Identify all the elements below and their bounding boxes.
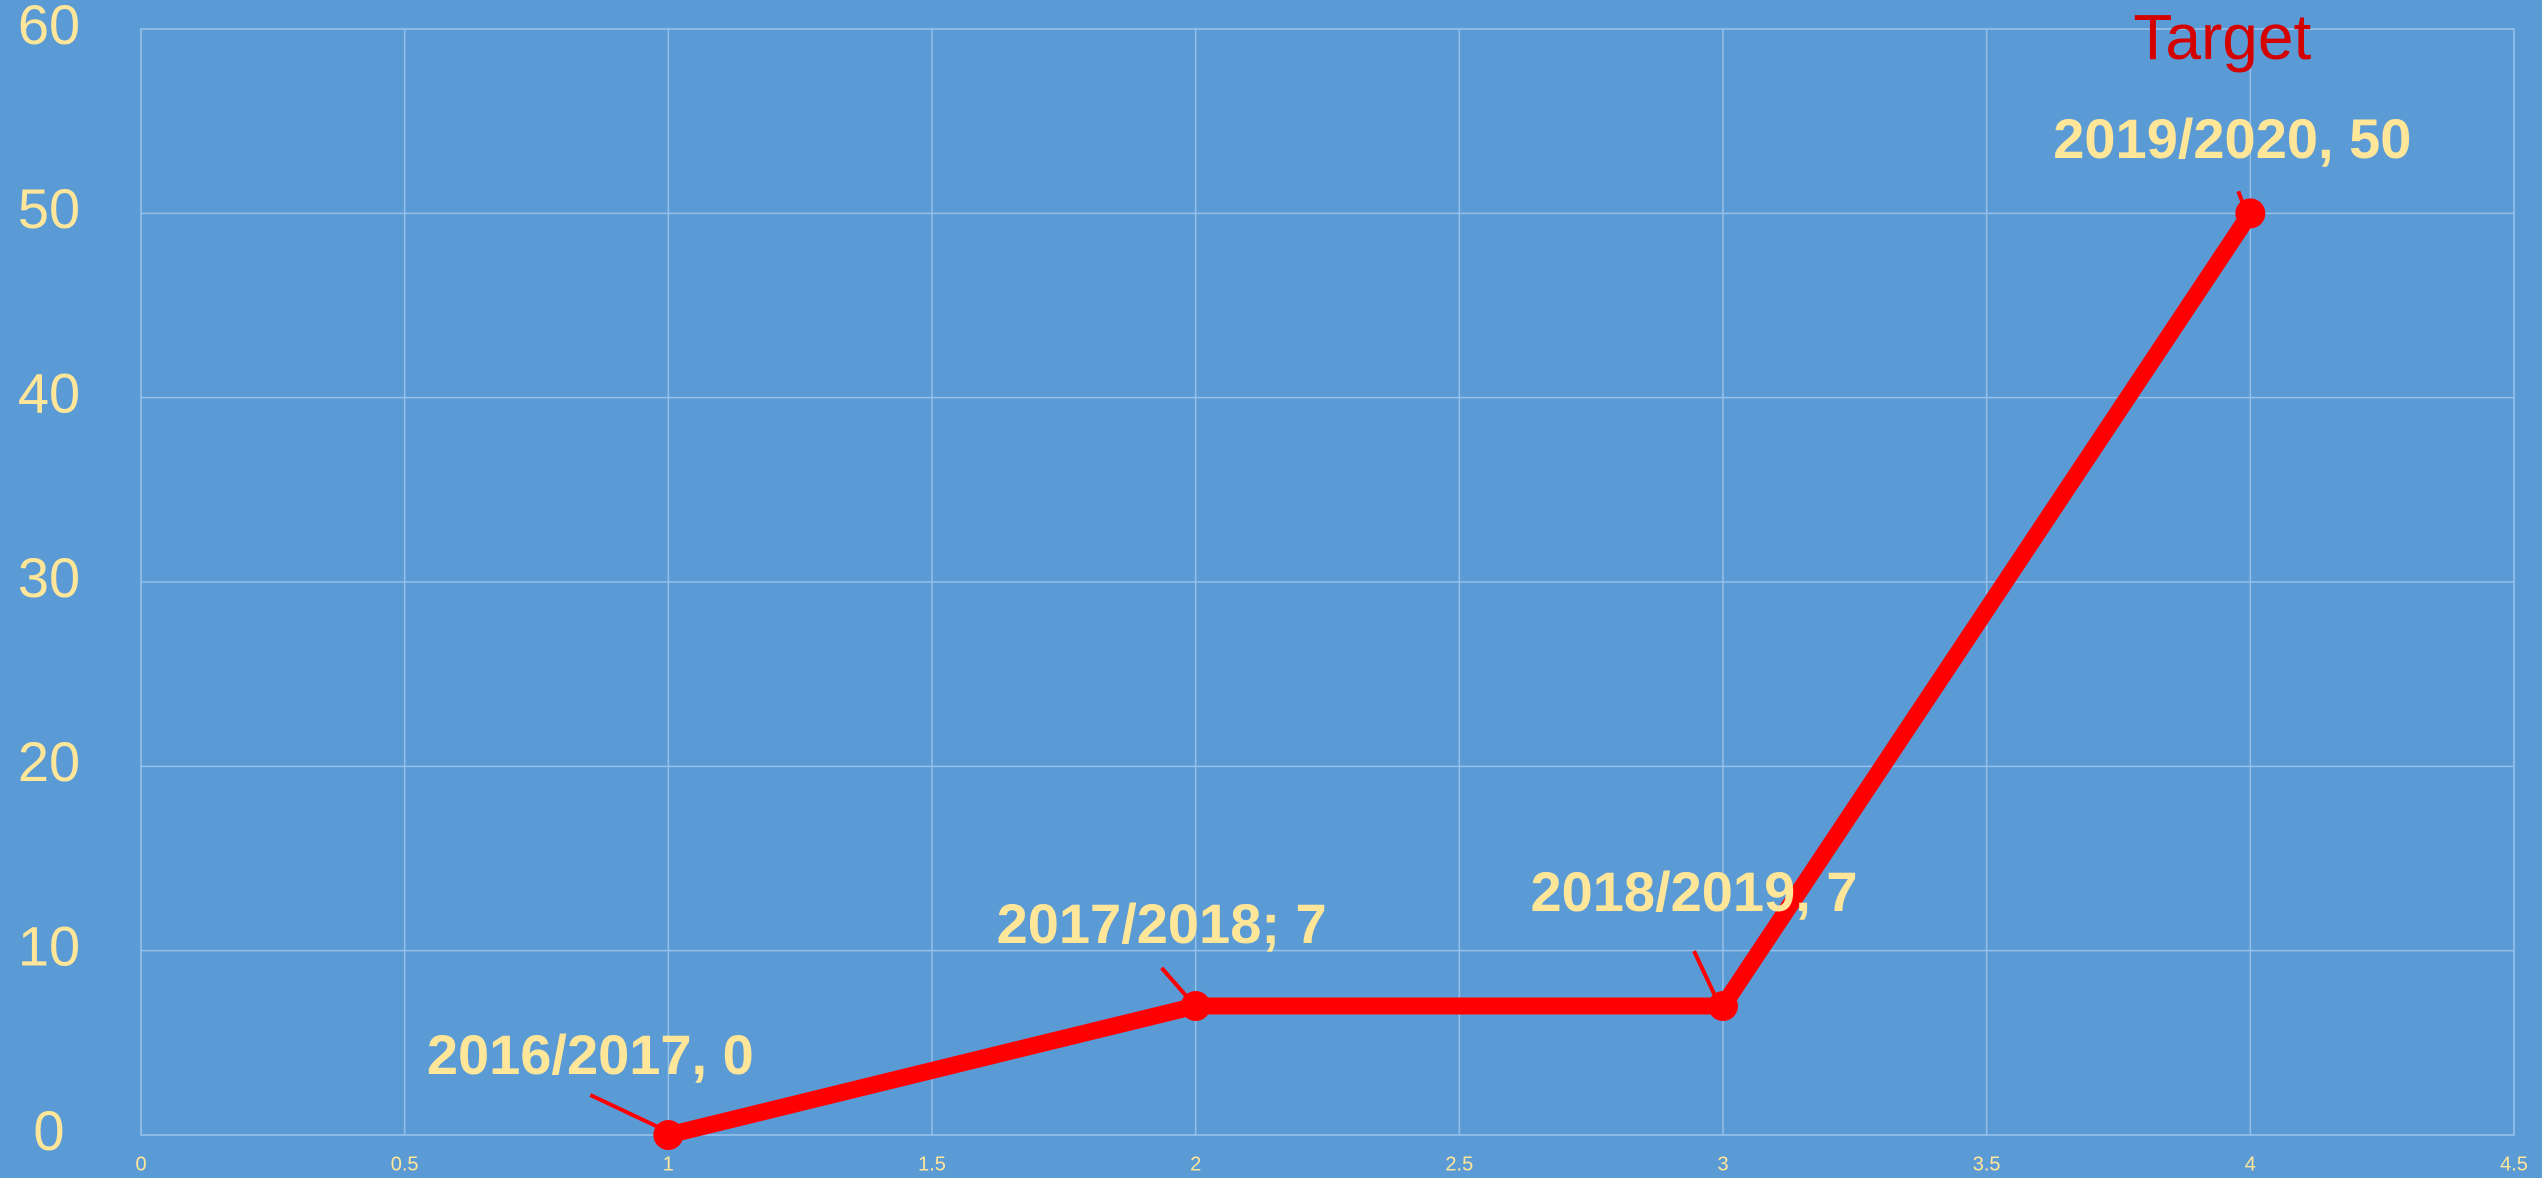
x-tick-label: 1.5 <box>918 1153 946 1175</box>
marker <box>1180 990 1211 1021</box>
data-label: 2018/2019, 7 <box>1531 860 1858 923</box>
y-tick-label: 0 <box>33 1099 64 1162</box>
y-tick-label: 20 <box>18 730 80 793</box>
x-tick-label: 2 <box>1190 1153 1201 1175</box>
data-label: 2016/2017, 0 <box>427 1023 754 1086</box>
data-label: 2017/2018; 7 <box>997 892 1327 955</box>
x-tick-label: 4 <box>2245 1153 2256 1175</box>
y-tick-label: 50 <box>18 177 80 240</box>
leader-line <box>589 1093 664 1131</box>
x-tick-label: 4.5 <box>2500 1153 2528 1175</box>
data-label: 2019/2020, 50 <box>2053 107 2411 170</box>
y-tick-label: 60 <box>18 0 80 56</box>
marker <box>1708 990 1738 1021</box>
leader-line <box>1692 950 1719 1001</box>
x-tick-label: 1 <box>663 1153 674 1175</box>
y-tick-label: 10 <box>18 914 80 977</box>
x-tick-label: 3.5 <box>1973 1153 2001 1175</box>
y-tick-label: 40 <box>18 361 80 424</box>
x-tick-label: 3 <box>1717 1153 1728 1175</box>
series-line <box>666 208 2258 1144</box>
leader-line <box>1160 966 1192 1002</box>
marker <box>2235 198 2266 229</box>
x-tick-label: 0 <box>135 1153 146 1175</box>
x-tick-label: 0.5 <box>391 1153 419 1175</box>
annotation: Target <box>2133 1 2311 73</box>
x-tick-label: 2.5 <box>1445 1153 1473 1175</box>
y-tick-label: 30 <box>18 546 80 609</box>
marker <box>653 1120 684 1150</box>
